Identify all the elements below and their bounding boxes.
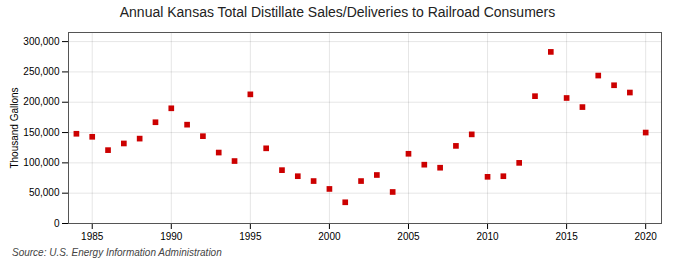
svg-text:Thousand Gallons: Thousand Gallons (9, 87, 20, 168)
svg-text:1985: 1985 (81, 231, 104, 242)
svg-text:2000: 2000 (318, 231, 341, 242)
svg-text:150,000: 150,000 (23, 127, 60, 138)
svg-text:1995: 1995 (239, 231, 262, 242)
svg-text:1990: 1990 (160, 231, 183, 242)
svg-text:200,000: 200,000 (23, 96, 60, 107)
svg-text:100,000: 100,000 (23, 157, 60, 168)
html-text:Source: U.S. Energy Informatio: Source: U.S. Energy Information Administ… (12, 247, 222, 258)
svg-text:0: 0 (54, 218, 60, 229)
svg-text:50,000: 50,000 (29, 187, 60, 198)
svg-text:2010: 2010 (476, 231, 499, 242)
svg-text:250,000: 250,000 (23, 66, 60, 77)
html-text:Annual Kansas Total Distillate: Annual Kansas Total Distillate Sales/Del… (119, 4, 556, 20)
svg-text:2020: 2020 (635, 231, 658, 242)
svg-text:300,000: 300,000 (23, 36, 60, 47)
svg-text:2005: 2005 (397, 231, 420, 242)
svg-text:2015: 2015 (555, 231, 578, 242)
